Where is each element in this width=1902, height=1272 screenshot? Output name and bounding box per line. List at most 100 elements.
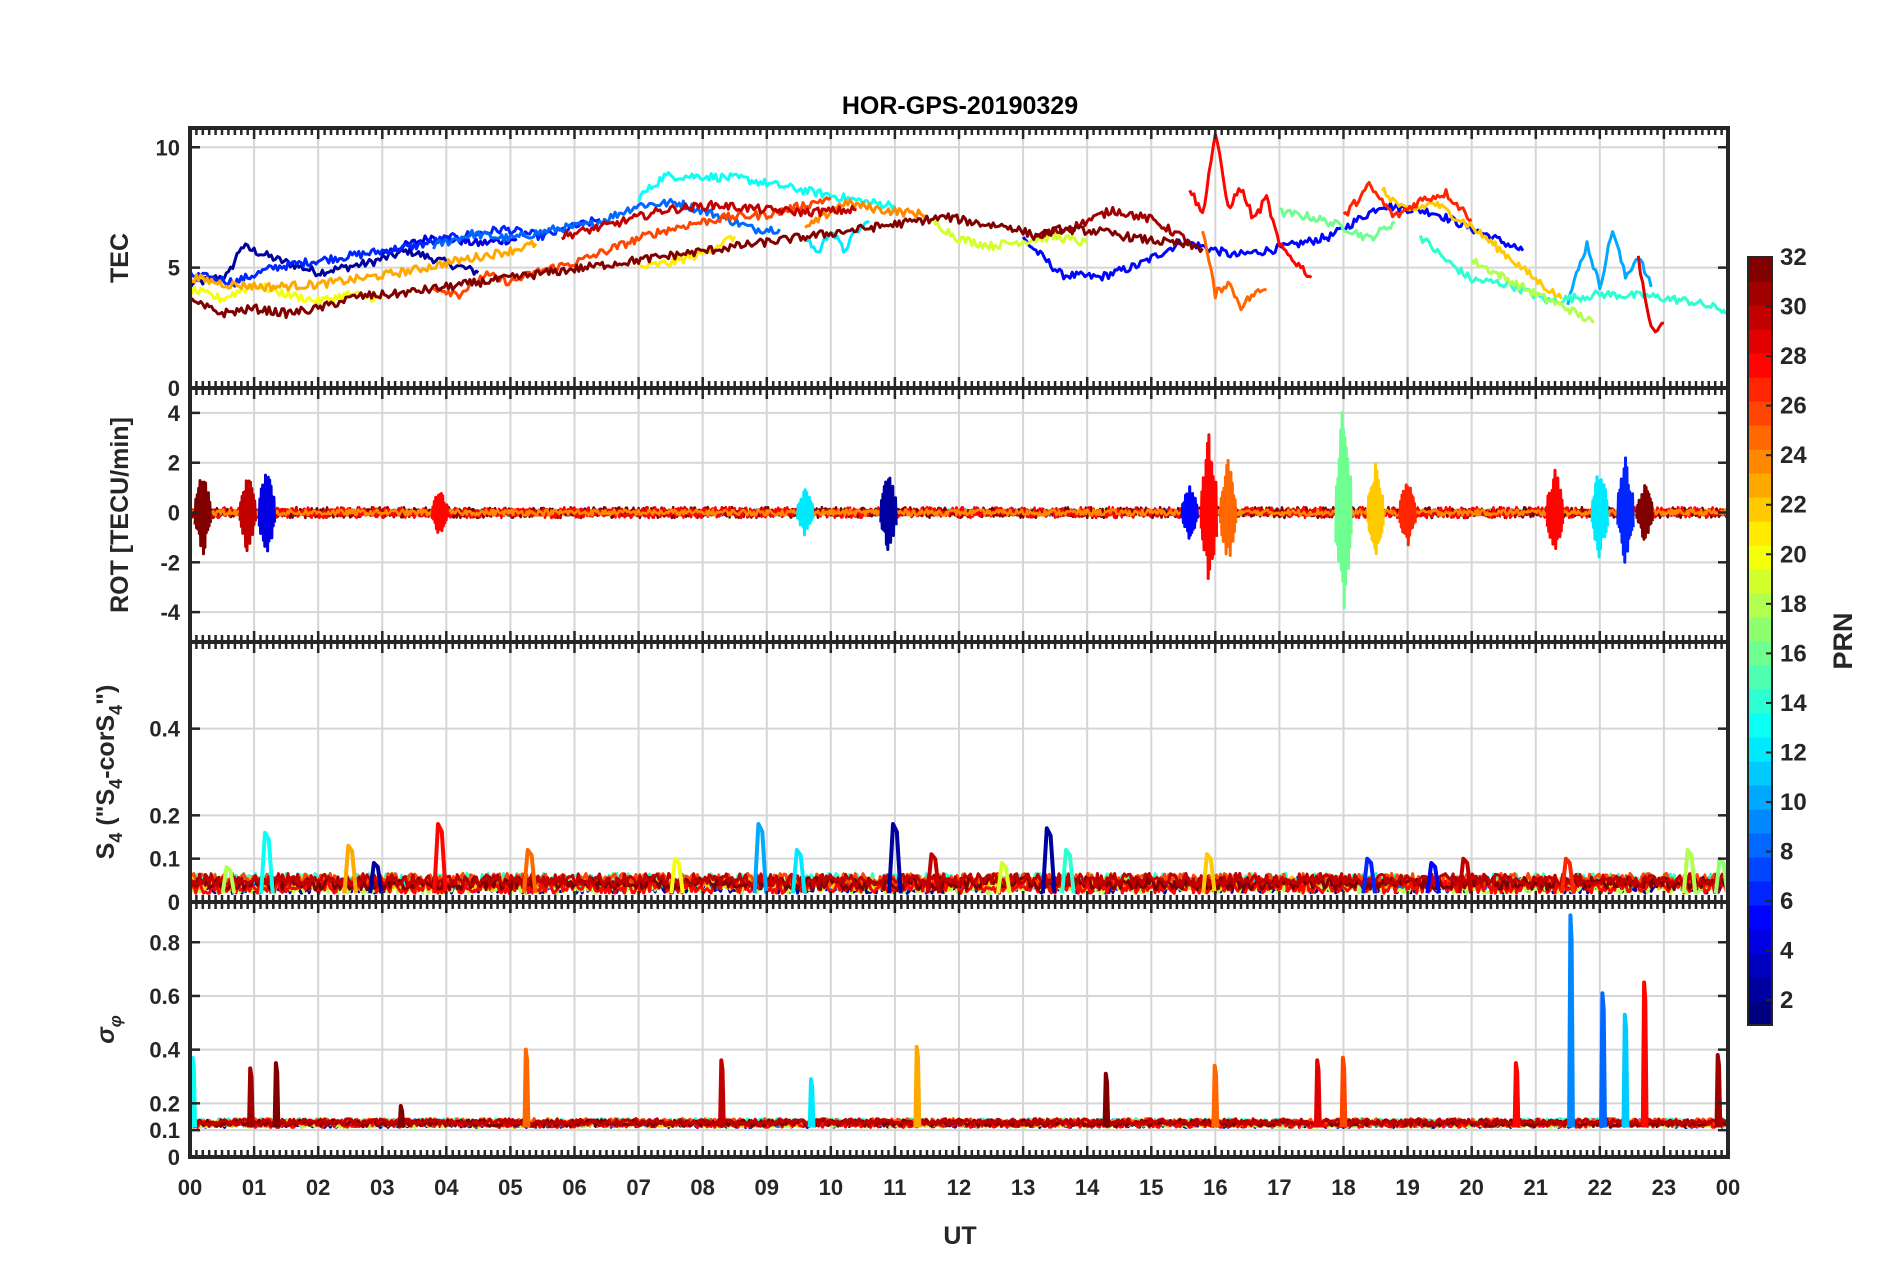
sigma-spike-prn-11 (1621, 1012, 1630, 1128)
sigma-spike-prn-28 (1512, 1061, 1521, 1128)
colorbar-swatch (1748, 761, 1772, 786)
sigma-spike-prn-32 (272, 1061, 281, 1128)
s4-spike-prn-14 (1060, 848, 1076, 894)
colorbar-swatches (1748, 257, 1772, 1026)
data-s4 (190, 822, 1728, 895)
x-tick-label: 02 (306, 1175, 330, 1200)
x-tick-label: 23 (1652, 1175, 1676, 1200)
tec-line-prn-32 (190, 212, 1204, 319)
sigma-spike-prn-8 (1599, 991, 1607, 1128)
colorbar-tick-label: 4 (1780, 938, 1794, 965)
y-tick-label: 0 (168, 376, 180, 401)
y-tick-label: 0 (168, 1145, 180, 1170)
y-tick-label: 0.6 (149, 984, 180, 1009)
y-tick-label: 0.8 (149, 930, 180, 955)
x-tick-label: 15 (1139, 1175, 1163, 1200)
tec-line-prn-2 (190, 242, 480, 288)
x-tick-label: 01 (242, 1175, 266, 1200)
chart-title: HOR-GPS-20190329 (842, 92, 1078, 120)
sigma-spike-prn-12 (807, 1077, 816, 1128)
x-tick-label: 11 (883, 1175, 906, 1200)
y-tick-label: 5 (168, 256, 180, 281)
x-tick-label: 08 (690, 1175, 714, 1200)
rot-burst-prn-12 (796, 488, 815, 537)
colorbar-swatch (1748, 593, 1772, 618)
grid-tec (190, 128, 1728, 389)
s4-spike-prn-10 (752, 822, 769, 894)
s4-spike-prn-13 (259, 830, 275, 894)
sigma-spike-prn-9 (1567, 913, 1575, 1128)
colorbar-swatch (1748, 473, 1772, 498)
tec-line-prn-12 (803, 220, 870, 254)
x-tick-label: 17 (1267, 1175, 1291, 1200)
panel-tec: 0 5 10 TEC (106, 126, 1730, 401)
sigma-spike-prn-23 (913, 1044, 922, 1128)
colorbar-swatch (1748, 353, 1772, 378)
tec-line-prn-14 (1418, 235, 1728, 315)
colorbar-swatch (1748, 545, 1772, 570)
rot-burst-prn-28 (1199, 433, 1219, 580)
y-axis-label-tec: TEC (106, 233, 134, 283)
y-tick-label: 0.2 (149, 1091, 180, 1116)
s4-spike-prn-25 (521, 848, 538, 894)
sigma-spike-prn-31 (247, 1066, 255, 1128)
grid-sigma (190, 902, 1728, 1158)
x-tick-label: 21 (1524, 1175, 1548, 1200)
rot-burst-prn-25 (1219, 458, 1238, 557)
tec-line-prn-16 (1279, 207, 1396, 242)
tec-line-prn-27 (1342, 181, 1473, 222)
sigma-spike-prn-30 (718, 1058, 726, 1128)
x-tick-label: 07 (626, 1175, 650, 1200)
panel-rot: -4 -2 0 2 4 ROT [TECU/min] (106, 386, 1730, 644)
x-tick-label: 18 (1331, 1175, 1355, 1200)
colorbar-swatch (1748, 833, 1772, 858)
y-tick-label: -4 (160, 600, 180, 625)
s4-spike-prn-17 (1713, 856, 1728, 894)
colorbar-swatch (1748, 449, 1772, 474)
colorbar-tick-label: 26 (1780, 393, 1807, 420)
x-tick-label: 14 (1075, 1175, 1100, 1200)
tec-line-prn-19 (932, 218, 1089, 252)
panel-s4: 0 0.1 0.2 0.4 S4 ("S4-corS4") (92, 640, 1730, 915)
sigma-noise-prn-30 (190, 1117, 1727, 1127)
rot-burst-prn-28 (430, 492, 450, 534)
tec-line-prn-23 (190, 239, 538, 293)
colorbar-swatch (1748, 665, 1772, 690)
colorbar-tick-label: 2 (1780, 987, 1793, 1014)
x-tick-label: 19 (1395, 1175, 1419, 1200)
rot-burst-prn-32 (193, 479, 212, 556)
tec-line-prn-29 (1636, 255, 1665, 334)
rot-burst-prn-22 (1366, 462, 1385, 556)
s4-spike-prn-2 (1040, 826, 1057, 894)
data-tec (190, 132, 1728, 334)
rot-burst-prn-30 (238, 479, 257, 553)
sigma-spike-prn-29 (1313, 1058, 1322, 1128)
rot-burst-prn-28 (1545, 468, 1565, 550)
rot-burst-prn-16 (1334, 411, 1353, 610)
x-tick-label: 09 (755, 1175, 779, 1200)
sigma-spike-prn-32 (397, 1104, 406, 1128)
y-tick-label: 0.2 (149, 803, 180, 828)
colorbar-tick-label: 6 (1780, 888, 1793, 915)
colorbar-swatch (1748, 689, 1772, 714)
rot-burst-prn-12 (1590, 475, 1609, 559)
x-tick-label: 03 (370, 1175, 394, 1200)
s4-spike-prn-28 (432, 822, 448, 894)
rot-burst-prn-4 (257, 473, 277, 553)
x-tick-label: 04 (434, 1175, 459, 1200)
tec-line-prn-6 (190, 216, 601, 288)
data-rot (190, 411, 1728, 610)
colorbar-swatch (1748, 977, 1772, 1002)
s4-spike-prn-19 (996, 861, 1012, 894)
y-tick-label: 0.4 (149, 717, 180, 742)
sigma-spike-prn-28 (1640, 980, 1649, 1128)
rot-burst-prn-32 (1635, 484, 1654, 541)
colorbar-swatch (1748, 929, 1772, 954)
colorbar-swatch (1748, 617, 1772, 642)
colorbar-swatch (1748, 377, 1772, 402)
sigma-spike-prn-26 (1339, 1055, 1348, 1128)
tec-line-prn-21 (638, 234, 737, 270)
